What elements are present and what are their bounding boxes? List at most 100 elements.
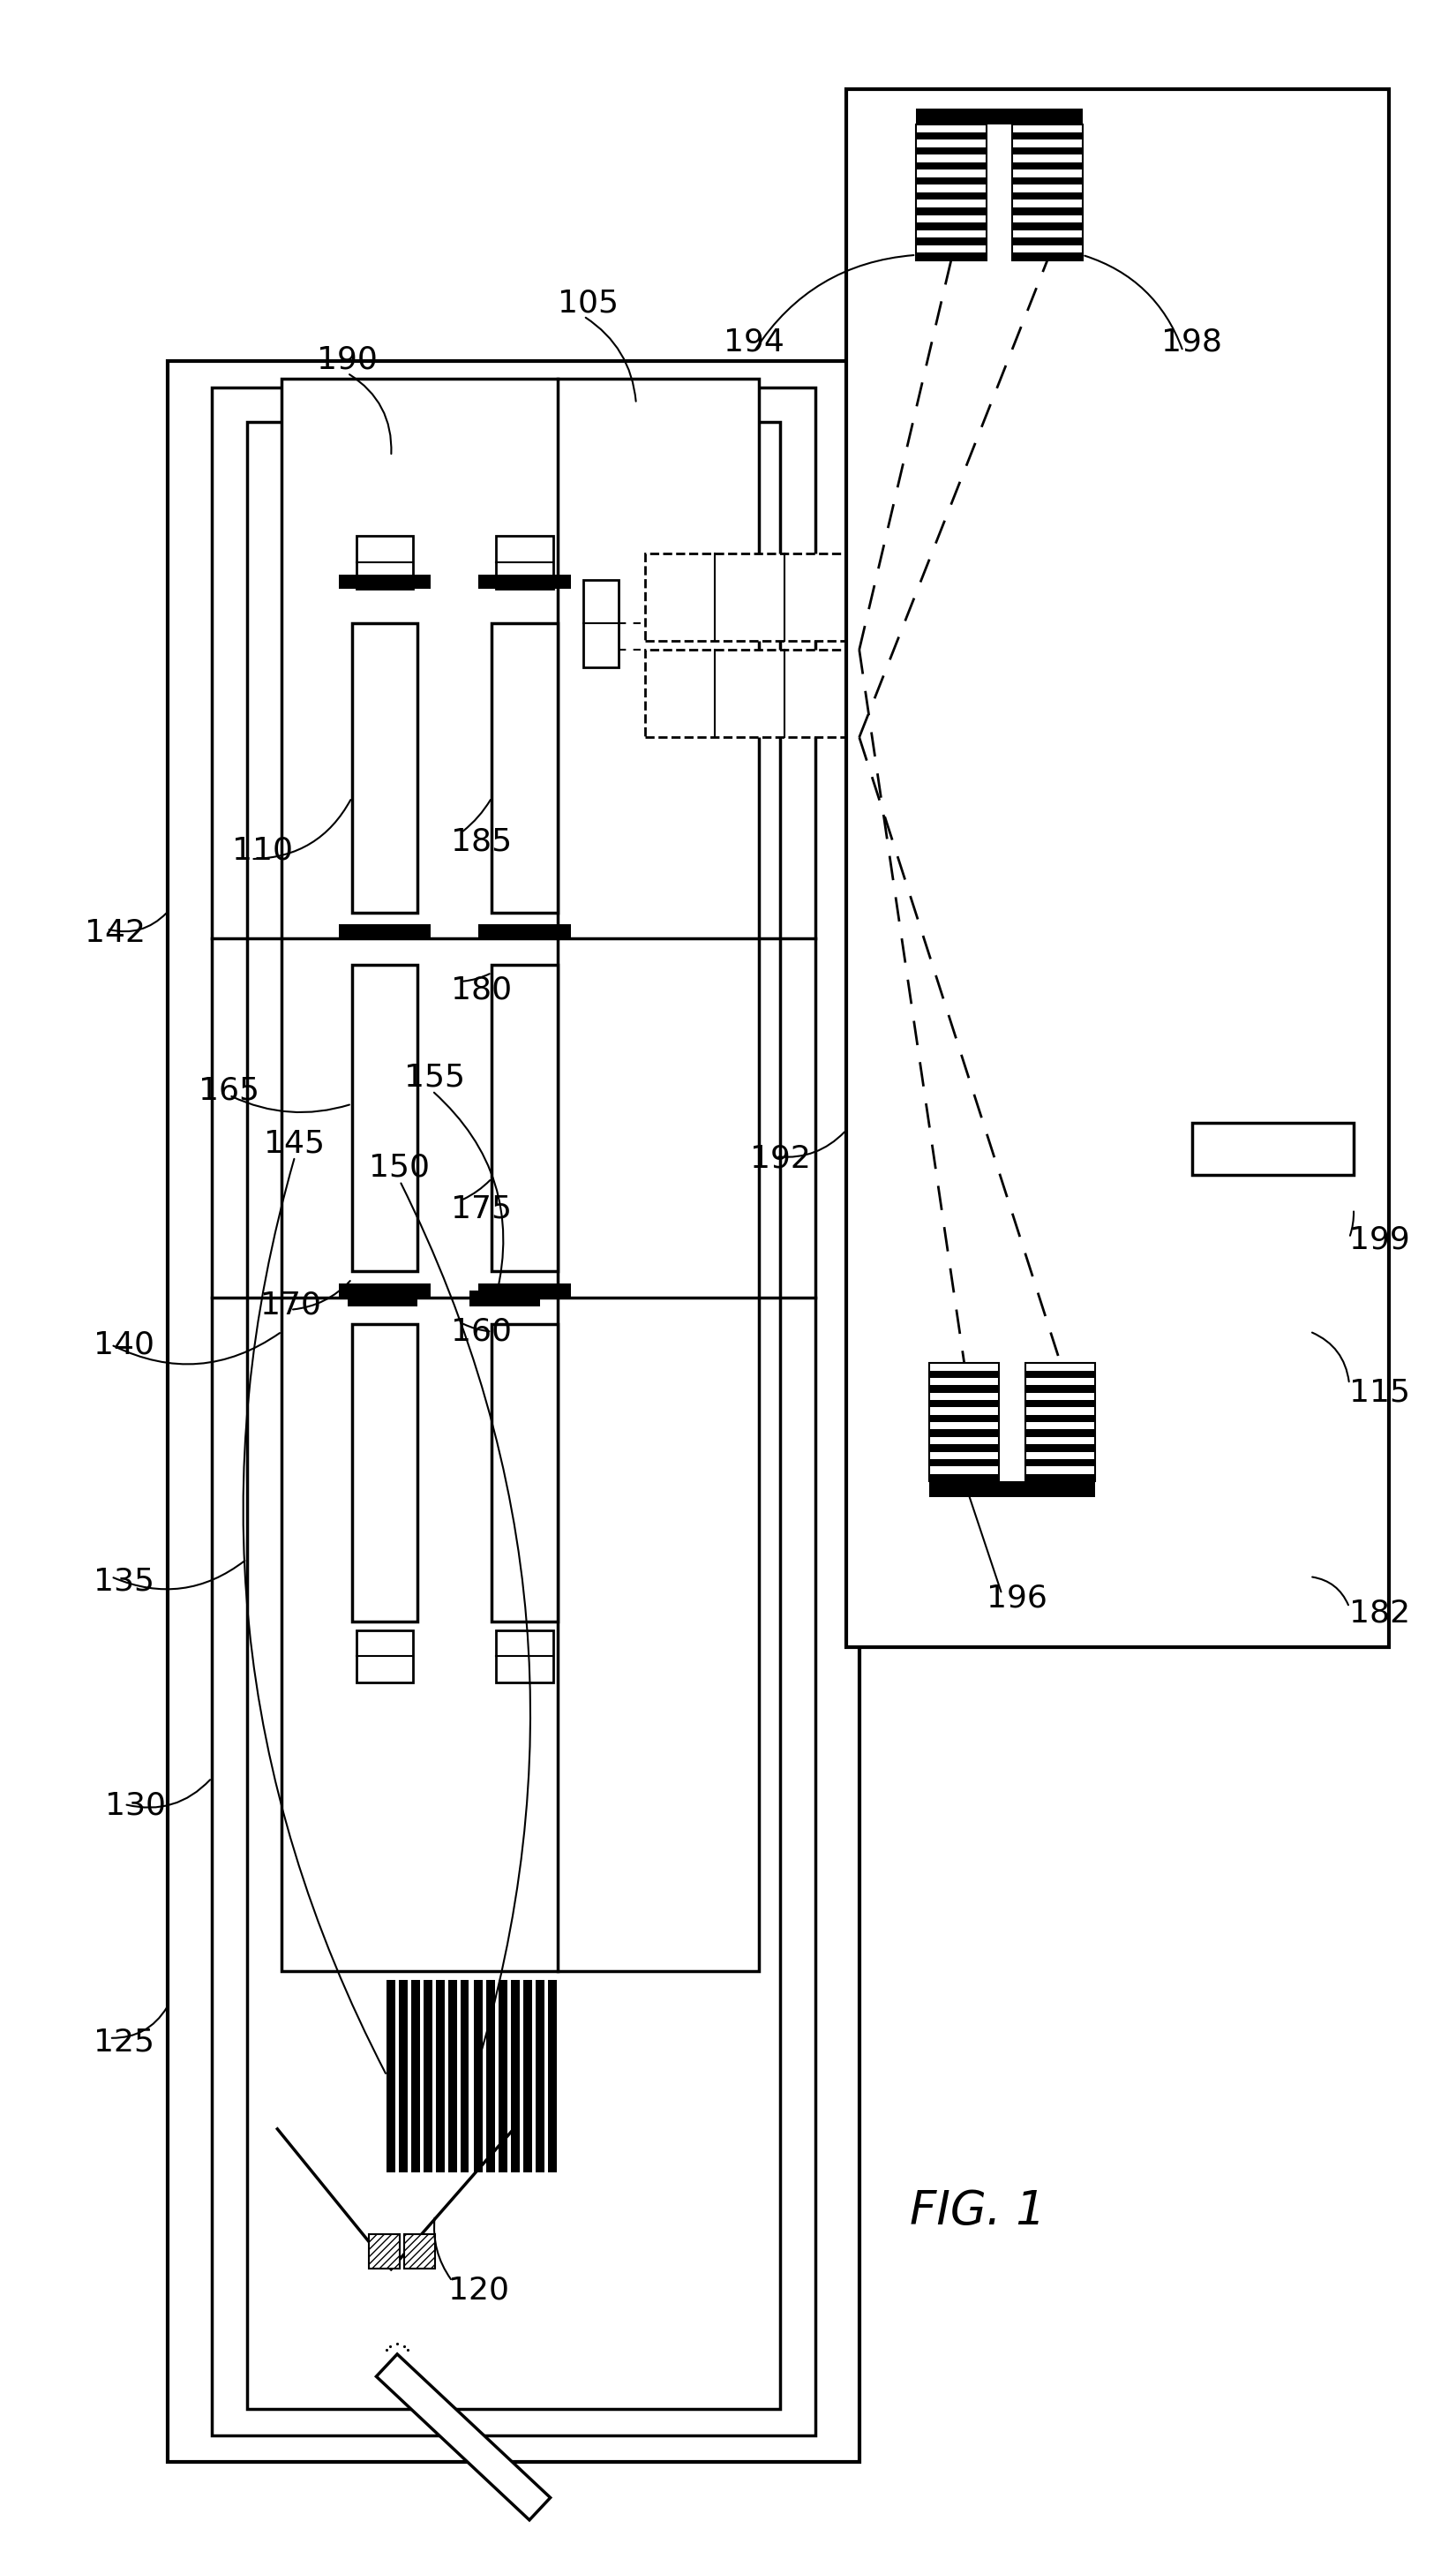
Bar xyxy=(584,581,619,668)
Text: 130: 130 xyxy=(105,1791,166,1822)
Bar xyxy=(399,1981,408,2173)
Bar xyxy=(1012,238,1082,246)
Bar xyxy=(1025,1459,1095,1466)
Bar xyxy=(916,192,986,200)
Bar xyxy=(282,379,759,1970)
Bar xyxy=(1012,177,1082,184)
Text: 105: 105 xyxy=(558,289,619,317)
Text: 198: 198 xyxy=(1160,328,1222,358)
Bar xyxy=(1025,1372,1095,1377)
Bar xyxy=(470,1290,540,1305)
Text: 160: 160 xyxy=(450,1315,511,1346)
Bar xyxy=(1012,207,1082,215)
Text: 182: 182 xyxy=(1350,1599,1411,1628)
Text: 120: 120 xyxy=(448,2275,510,2306)
Polygon shape xyxy=(376,2354,550,2521)
Bar xyxy=(1012,125,1082,261)
Bar xyxy=(411,1981,419,2173)
Text: 145: 145 xyxy=(264,1129,325,1159)
Bar xyxy=(479,1285,571,1297)
Text: 115: 115 xyxy=(1350,1377,1409,1407)
Bar xyxy=(1025,1364,1095,1482)
Bar xyxy=(916,223,986,230)
Bar xyxy=(645,650,855,737)
Text: 150: 150 xyxy=(370,1152,430,1182)
Text: 185: 185 xyxy=(450,827,511,857)
Bar xyxy=(929,1400,999,1407)
Bar xyxy=(348,1290,418,1305)
Bar xyxy=(1012,161,1082,169)
Bar xyxy=(929,1430,999,1438)
Bar xyxy=(916,161,986,169)
Text: 142: 142 xyxy=(84,919,146,949)
Bar xyxy=(475,1981,483,2173)
Bar xyxy=(916,177,986,184)
Bar xyxy=(357,535,414,589)
Bar xyxy=(1025,1430,1095,1438)
Bar xyxy=(1012,192,1082,200)
Bar xyxy=(916,110,1082,125)
Text: 135: 135 xyxy=(93,1566,154,1597)
Text: 199: 199 xyxy=(1350,1226,1409,1254)
Bar xyxy=(536,1981,545,2173)
Bar xyxy=(929,1482,1095,1497)
Bar xyxy=(1025,1400,1095,1407)
Text: 140: 140 xyxy=(93,1331,154,1359)
Bar xyxy=(929,1474,999,1482)
Bar xyxy=(339,573,431,589)
Bar xyxy=(246,422,780,2408)
Bar xyxy=(929,1384,999,1392)
Bar xyxy=(547,1981,556,2173)
Bar xyxy=(511,1981,520,2173)
Bar xyxy=(492,965,558,1272)
Bar xyxy=(352,624,418,914)
Bar xyxy=(211,386,815,2436)
Text: 125: 125 xyxy=(93,2027,154,2057)
Bar xyxy=(424,1981,432,2173)
Bar xyxy=(929,1364,999,1482)
Bar xyxy=(357,1630,414,1684)
Bar xyxy=(499,1981,508,2173)
Bar xyxy=(929,1443,999,1451)
Bar xyxy=(1012,133,1082,141)
Bar xyxy=(1025,1443,1095,1451)
Text: 196: 196 xyxy=(986,1584,1047,1615)
Bar xyxy=(492,624,558,914)
Bar xyxy=(352,965,418,1272)
Bar xyxy=(1025,1384,1095,1392)
Bar xyxy=(523,1981,531,2173)
Bar xyxy=(339,924,431,939)
Text: 194: 194 xyxy=(724,328,785,358)
Bar xyxy=(916,148,986,154)
Bar xyxy=(929,1415,999,1423)
Text: FIG. 1: FIG. 1 xyxy=(910,2188,1045,2234)
Bar xyxy=(492,1323,558,1622)
Text: 192: 192 xyxy=(750,1144,811,1172)
Bar xyxy=(1192,1123,1354,1175)
Bar xyxy=(645,553,855,640)
Text: 165: 165 xyxy=(198,1075,259,1105)
Bar xyxy=(1012,148,1082,154)
Bar xyxy=(1012,223,1082,230)
Bar xyxy=(370,2234,400,2270)
Text: 170: 170 xyxy=(259,1290,320,1320)
Bar xyxy=(479,573,571,589)
Bar xyxy=(167,361,859,2462)
Text: 110: 110 xyxy=(232,834,293,865)
Bar xyxy=(448,1981,457,2173)
Bar xyxy=(1012,253,1082,261)
Bar xyxy=(916,125,986,261)
Bar xyxy=(405,2234,435,2270)
Bar xyxy=(916,133,986,141)
Text: 180: 180 xyxy=(450,975,511,1006)
Bar xyxy=(916,238,986,246)
Bar xyxy=(339,1285,431,1297)
Bar xyxy=(496,535,553,589)
Bar xyxy=(1025,1415,1095,1423)
Bar xyxy=(352,1323,418,1622)
Text: 175: 175 xyxy=(450,1195,511,1223)
Bar xyxy=(460,1981,469,2173)
Bar xyxy=(916,253,986,261)
Text: 190: 190 xyxy=(317,345,377,376)
Bar xyxy=(496,1630,553,1684)
